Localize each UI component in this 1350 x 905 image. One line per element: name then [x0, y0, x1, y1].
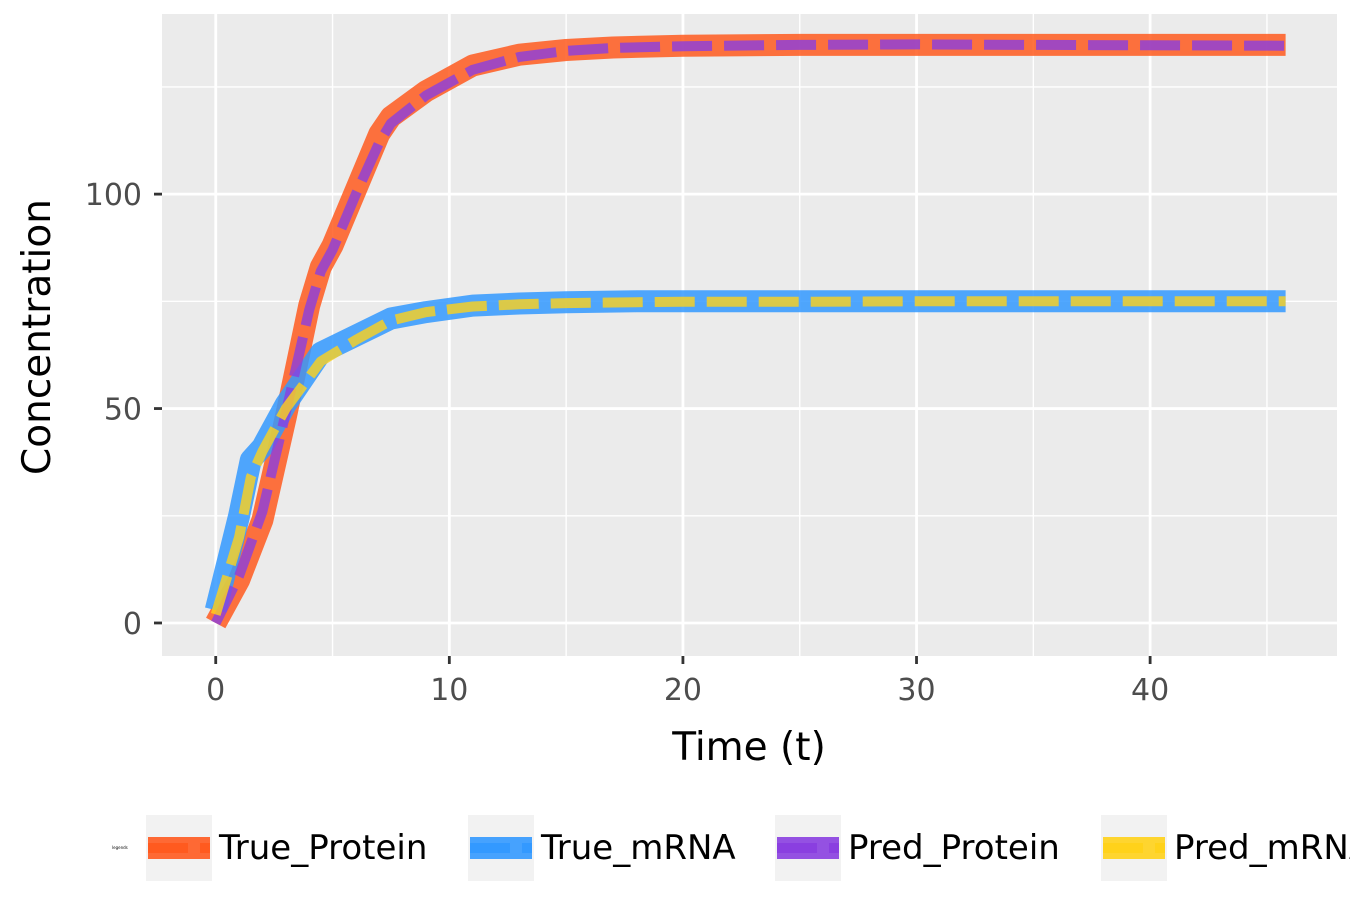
legend-item-true-protein: True_Protein	[146, 815, 427, 881]
x-tick-label: 30	[897, 673, 935, 708]
legend: legends True_Protein True_mRNA Pred_Prot…	[112, 815, 1350, 881]
x-tick-label: 20	[664, 673, 702, 708]
y-tick-label: 0	[123, 607, 142, 642]
legend-label-pred-mrna: Pred_mRNA	[1174, 828, 1350, 868]
x-tick-label: 10	[430, 673, 468, 708]
axis-ticks	[154, 192, 1152, 664]
legend-item-pred-protein: Pred_Protein	[775, 815, 1060, 881]
y-tick-label: 50	[104, 393, 142, 428]
legend-title: legends	[112, 845, 128, 850]
legend-item-true-mrna: True_mRNA	[468, 815, 736, 881]
legend-label-true-protein: True_Protein	[218, 828, 427, 868]
legend-label-pred-protein: Pred_Protein	[848, 828, 1060, 868]
tick-labels: 0 10 20 30 40 0 50 100	[85, 178, 1169, 708]
x-tick-label: 40	[1131, 673, 1169, 708]
series-layer	[205, 33, 1286, 629]
series-line-pred-protein	[211, 39, 1286, 626]
x-axis-title: Time (t)	[671, 725, 826, 770]
x-tick-label: 0	[206, 673, 225, 708]
series-line-pred-mrna	[210, 296, 1286, 616]
legend-label-true-mrna: True_mRNA	[540, 828, 736, 868]
legend-item-pred-mrna: Pred_mRNA	[1101, 815, 1350, 881]
y-tick-label: 100	[85, 178, 142, 213]
y-axis-title: Concentration	[15, 199, 60, 475]
